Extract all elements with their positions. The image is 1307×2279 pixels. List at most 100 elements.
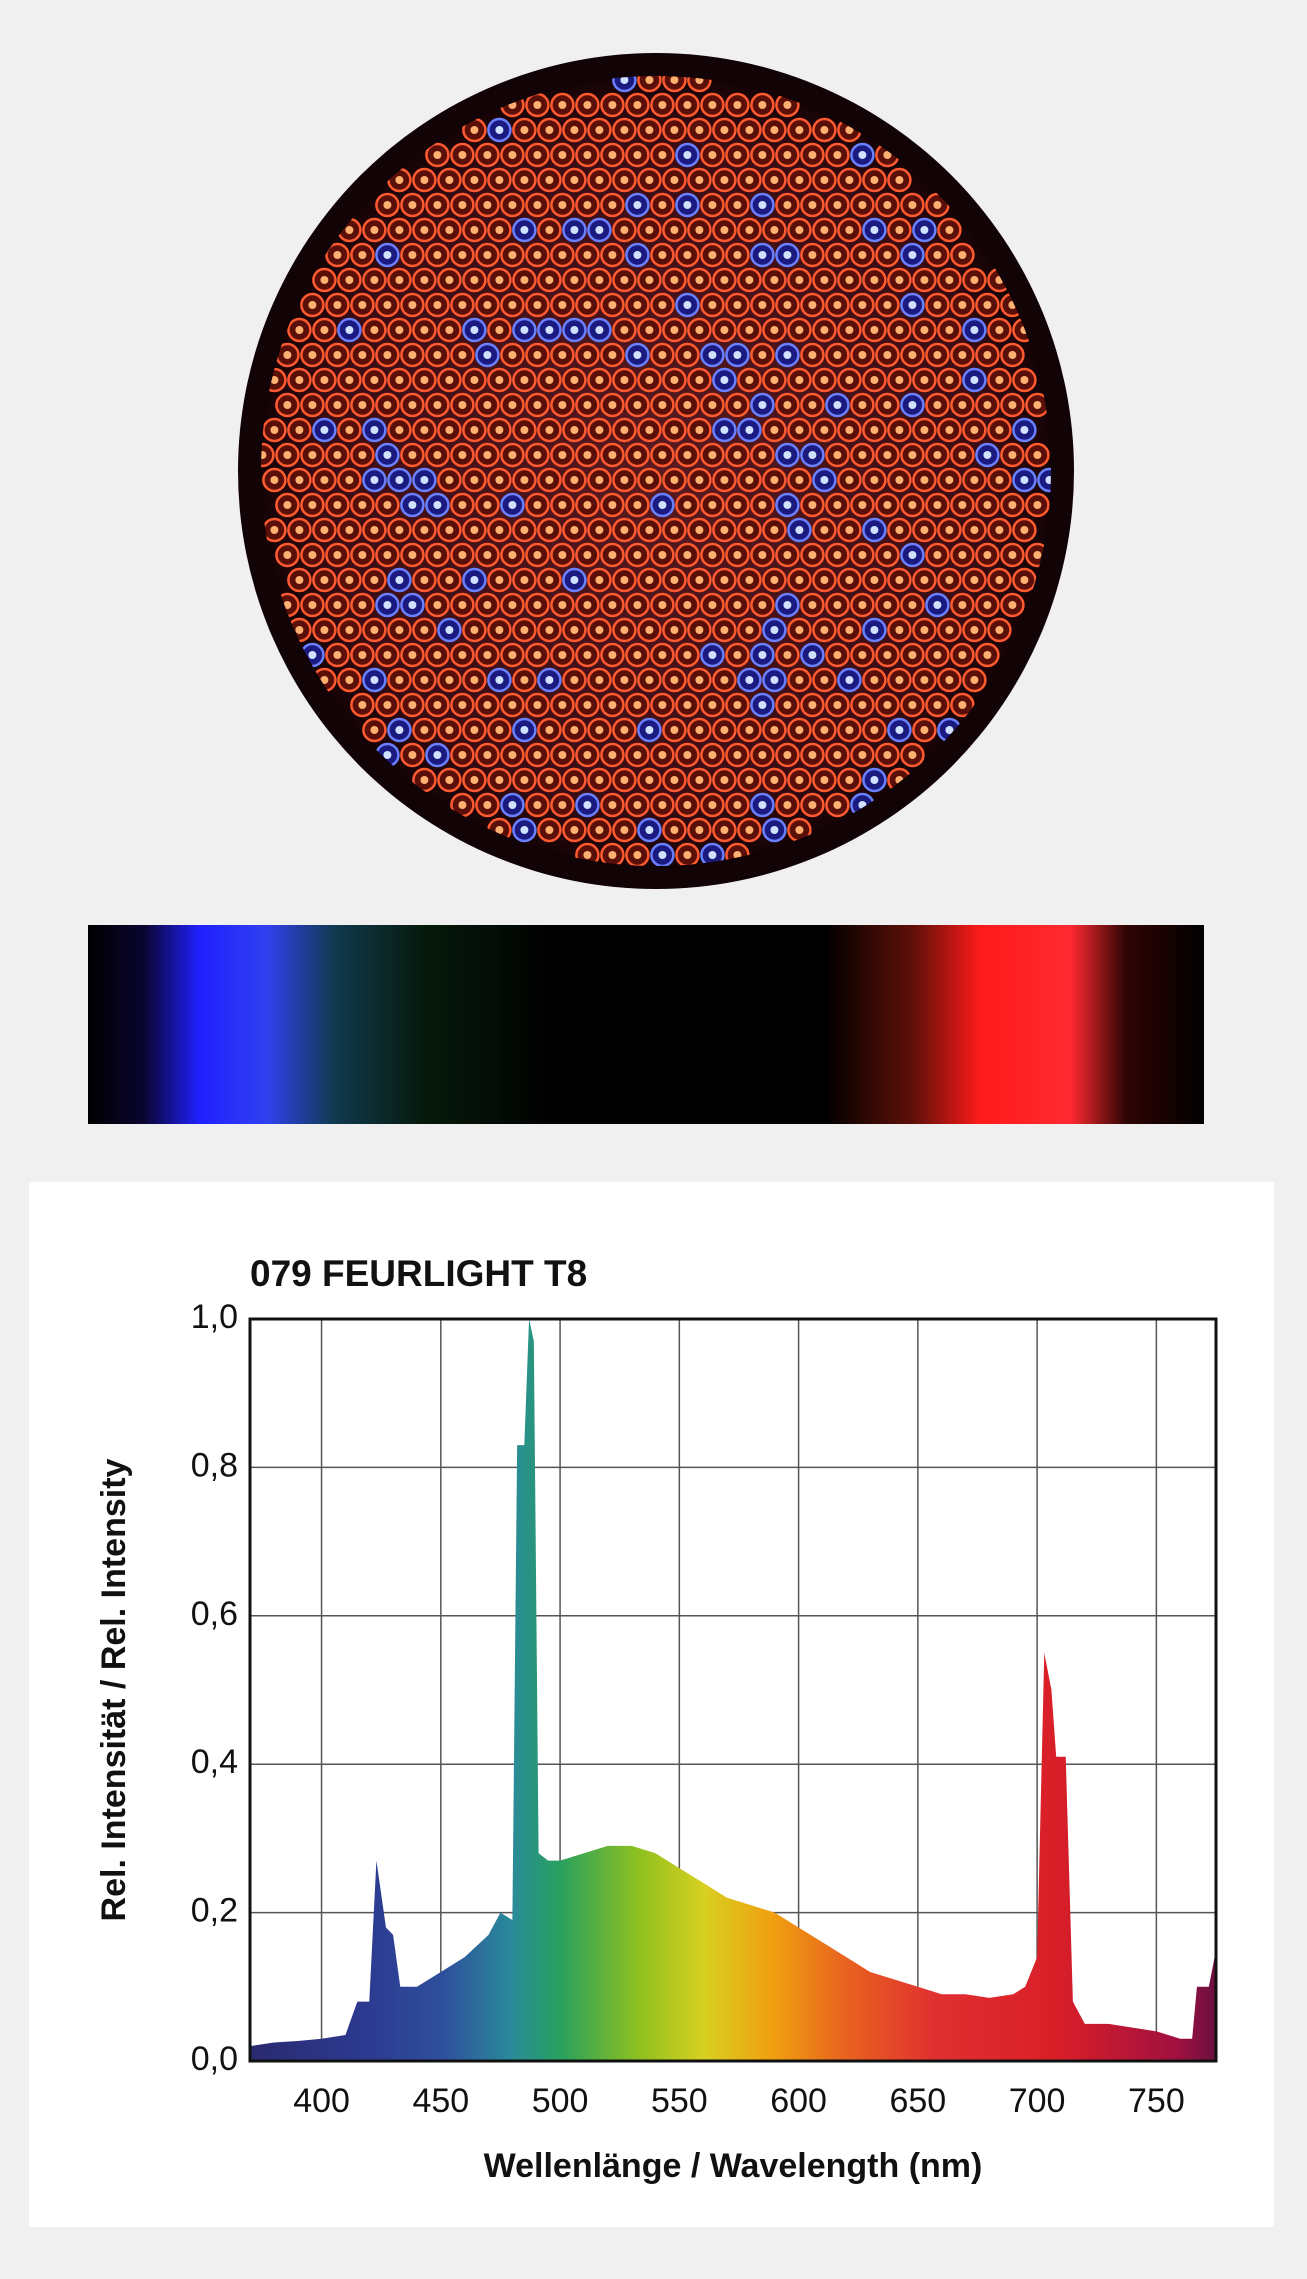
- led-core: [483, 351, 492, 359]
- led-core: [608, 851, 617, 859]
- led-core: [508, 601, 517, 609]
- led-core: [758, 301, 767, 309]
- led-core: [520, 226, 529, 234]
- led-core: [808, 351, 817, 359]
- led-core: [308, 351, 317, 359]
- led-core: [683, 401, 692, 409]
- led-core: [433, 301, 442, 309]
- led-core: [508, 301, 517, 309]
- led-core: [983, 451, 992, 459]
- led-core: [358, 601, 367, 609]
- led-core: [483, 601, 492, 609]
- led-core: [683, 201, 692, 209]
- led-core: [658, 751, 667, 759]
- led-core: [883, 201, 892, 209]
- led-core: [608, 551, 617, 559]
- led-core: [858, 501, 867, 509]
- led-core: [745, 826, 754, 834]
- led-core: [745, 476, 754, 484]
- led-core: [433, 151, 442, 159]
- led-core: [633, 801, 642, 809]
- led-core: [970, 626, 979, 634]
- led-core: [320, 276, 329, 284]
- led-core: [633, 501, 642, 509]
- led-core: [570, 626, 579, 634]
- led-core: [420, 376, 429, 384]
- led-core: [608, 701, 617, 709]
- led-core: [933, 551, 942, 559]
- led-core: [358, 501, 367, 509]
- led-core: [808, 501, 817, 509]
- led-core: [495, 776, 504, 784]
- led-core: [558, 601, 567, 609]
- led-core: [645, 676, 654, 684]
- led-core: [783, 701, 792, 709]
- led-core: [695, 326, 704, 334]
- led-core: [858, 751, 867, 759]
- led-core: [570, 226, 579, 234]
- y-tick-label: 0,6: [191, 1595, 238, 1633]
- led-core: [758, 701, 767, 709]
- led-core: [770, 776, 779, 784]
- led-core: [695, 526, 704, 534]
- led-core: [933, 351, 942, 359]
- led-core: [395, 176, 404, 184]
- led-core: [520, 726, 529, 734]
- led-core: [983, 501, 992, 509]
- led-core: [983, 351, 992, 359]
- led-core: [870, 726, 879, 734]
- led-core: [633, 351, 642, 359]
- led-core: [670, 676, 679, 684]
- led-core: [708, 551, 717, 559]
- led-core: [720, 576, 729, 584]
- led-core: [720, 326, 729, 334]
- led-core: [370, 326, 379, 334]
- led-core: [483, 551, 492, 559]
- led-core: [933, 201, 942, 209]
- led-core: [533, 151, 542, 159]
- led-core: [395, 426, 404, 434]
- led-core: [420, 776, 429, 784]
- led-core: [933, 601, 942, 609]
- led-core: [608, 151, 617, 159]
- led-core: [495, 176, 504, 184]
- led-core: [570, 776, 579, 784]
- led-core: [670, 126, 679, 134]
- led-core: [708, 351, 717, 359]
- led-core: [720, 776, 729, 784]
- led-core: [583, 751, 592, 759]
- led-core: [733, 201, 742, 209]
- led-core: [708, 101, 717, 109]
- led-core: [370, 726, 379, 734]
- led-core: [695, 476, 704, 484]
- led-core: [533, 201, 542, 209]
- led-core: [820, 226, 829, 234]
- led-core: [708, 801, 717, 809]
- led-core: [508, 551, 517, 559]
- led-core: [370, 426, 379, 434]
- chart: 079 FEURLIGHT T8 Wellenlänge / Wavelengt…: [95, 1253, 1218, 2185]
- led-core: [733, 601, 742, 609]
- led-core: [408, 601, 417, 609]
- led-core: [345, 376, 354, 384]
- led-core: [320, 376, 329, 384]
- led-core: [695, 176, 704, 184]
- led-core: [595, 526, 604, 534]
- led-core: [733, 651, 742, 659]
- led-core: [458, 201, 467, 209]
- led-core: [558, 501, 567, 509]
- led-core: [895, 576, 904, 584]
- led-core: [733, 751, 742, 759]
- led-core: [783, 101, 792, 109]
- led-core: [658, 201, 667, 209]
- spectrum-bar: [88, 925, 1204, 1124]
- led-core: [958, 451, 967, 459]
- led-core: [958, 301, 967, 309]
- led-core: [470, 126, 479, 134]
- led-core: [745, 126, 754, 134]
- led-core: [320, 626, 329, 634]
- led-core: [470, 176, 479, 184]
- led-core: [433, 601, 442, 609]
- led-core: [595, 726, 604, 734]
- led-core: [445, 226, 454, 234]
